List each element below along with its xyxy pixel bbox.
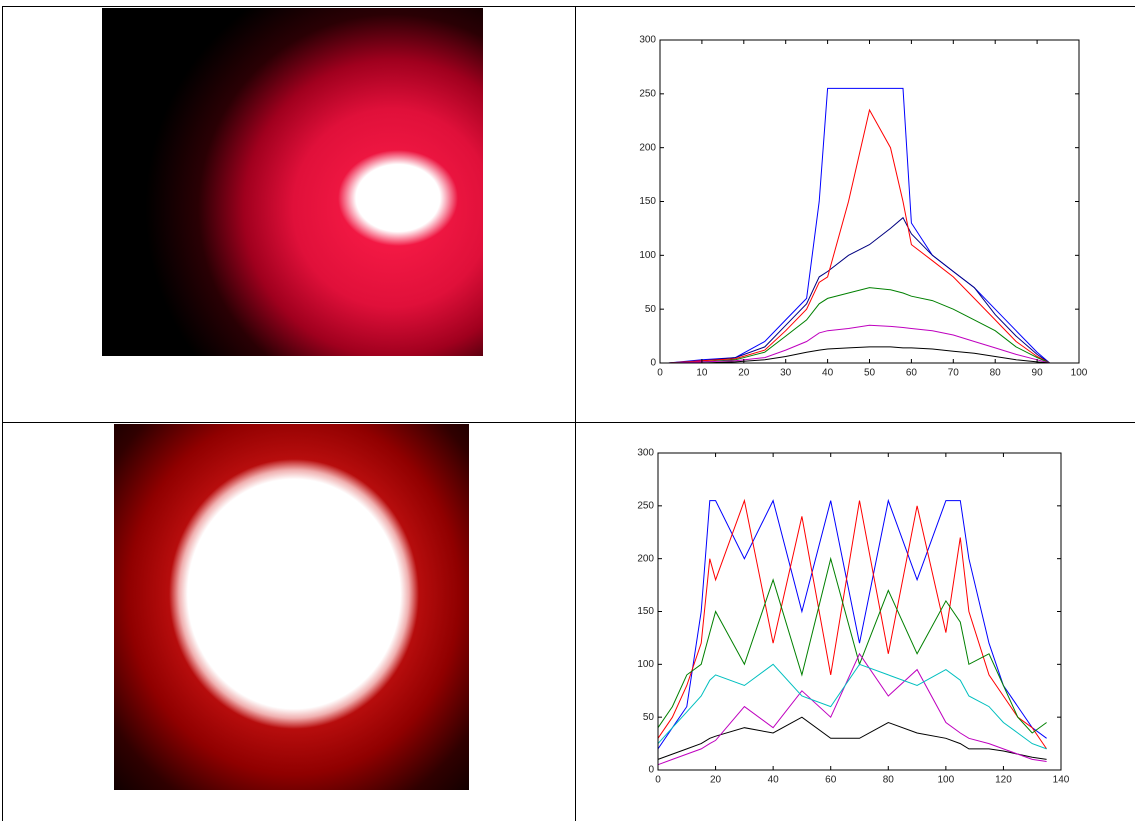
x-tick-label: 20 bbox=[710, 775, 722, 786]
x-tick-label: 80 bbox=[990, 368, 1002, 379]
x-tick-label: 60 bbox=[825, 775, 837, 786]
profile-line bbox=[668, 346, 1050, 364]
y-tick-label: 0 bbox=[650, 358, 656, 369]
y-tick-label: 150 bbox=[637, 606, 654, 617]
y-tick-label: 150 bbox=[639, 196, 656, 207]
y-tick-label: 200 bbox=[637, 553, 654, 564]
x-tick-label: 10 bbox=[696, 368, 708, 379]
y-tick-label: 250 bbox=[637, 500, 654, 511]
x-tick-label: 60 bbox=[906, 368, 918, 379]
x-tick-label: 0 bbox=[657, 368, 663, 379]
beam-image-top bbox=[102, 8, 483, 356]
y-tick-label: 0 bbox=[648, 765, 654, 776]
y-tick-label: 100 bbox=[639, 250, 656, 261]
y-tick-label: 300 bbox=[637, 448, 654, 459]
table-borders bbox=[2, 6, 1135, 821]
x-tick-label: 40 bbox=[768, 775, 780, 786]
x-tick-label: 70 bbox=[948, 368, 960, 379]
profile-line bbox=[657, 498, 1047, 750]
x-tick-label: 0 bbox=[655, 775, 661, 786]
profile-line bbox=[657, 556, 1047, 734]
y-tick-label: 50 bbox=[645, 304, 657, 315]
x-tick-label: 90 bbox=[1032, 368, 1044, 379]
y-tick-label: 50 bbox=[643, 712, 655, 723]
x-tick-label: 80 bbox=[883, 775, 895, 786]
x-tick-label: 100 bbox=[1071, 368, 1088, 379]
profile-line bbox=[668, 216, 1050, 364]
profile-line bbox=[668, 324, 1050, 364]
x-tick-label: 50 bbox=[864, 368, 876, 379]
beam-image-bottom bbox=[114, 424, 469, 790]
x-tick-label: 120 bbox=[995, 775, 1012, 786]
y-tick-label: 100 bbox=[637, 659, 654, 670]
profile-line bbox=[657, 716, 1047, 760]
y-tick-label: 300 bbox=[639, 35, 656, 46]
profile-line bbox=[668, 87, 1051, 364]
x-tick-label: 20 bbox=[738, 368, 750, 379]
y-tick-label: 200 bbox=[639, 142, 656, 153]
x-tick-label: 40 bbox=[822, 368, 834, 379]
profile-line bbox=[657, 663, 1047, 750]
x-tick-label: 100 bbox=[938, 775, 955, 786]
profile-line bbox=[668, 108, 1050, 364]
x-tick-label: 30 bbox=[780, 368, 792, 379]
x-tick-label: 140 bbox=[1053, 775, 1070, 786]
y-tick-label: 250 bbox=[639, 88, 656, 99]
profile-line bbox=[657, 498, 1048, 750]
profile-line bbox=[657, 652, 1047, 766]
profile-line bbox=[668, 287, 1050, 364]
